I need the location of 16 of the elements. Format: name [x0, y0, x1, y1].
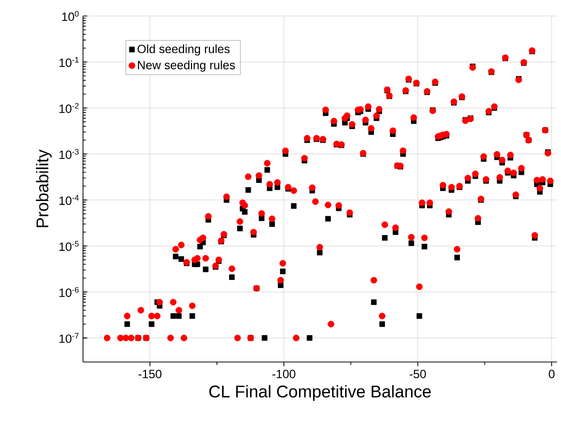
x-axis-title: CL Final Competitive Balance: [209, 385, 431, 401]
y-tick-label: 10$^{0}$: [62, 10, 79, 21]
y-axis-title: Probability: [36, 150, 52, 228]
x-tick-label: -150: [138, 370, 162, 378]
y-tick-label: 10$^{-2}$: [60, 102, 79, 113]
y-tick-label: 10$^{-5}$: [60, 241, 79, 251]
y-tick-label: 10$^{-4}$: [60, 195, 79, 205]
x-tick-label: -50: [410, 370, 426, 378]
y-tick-label: 10$^{-7}$: [60, 332, 79, 343]
y-tick-label: 10$^{-3}$: [60, 148, 79, 159]
y-tick-label: 10$^{-6}$: [60, 286, 79, 297]
y-tick-label: 10$^{-1}$: [60, 57, 79, 67]
legend-label: New seeding rules: [138, 60, 235, 72]
legend-label: Old seeding rules: [138, 44, 230, 56]
x-tick-label: 0: [548, 370, 555, 378]
x-tick-label: -100: [272, 370, 296, 378]
